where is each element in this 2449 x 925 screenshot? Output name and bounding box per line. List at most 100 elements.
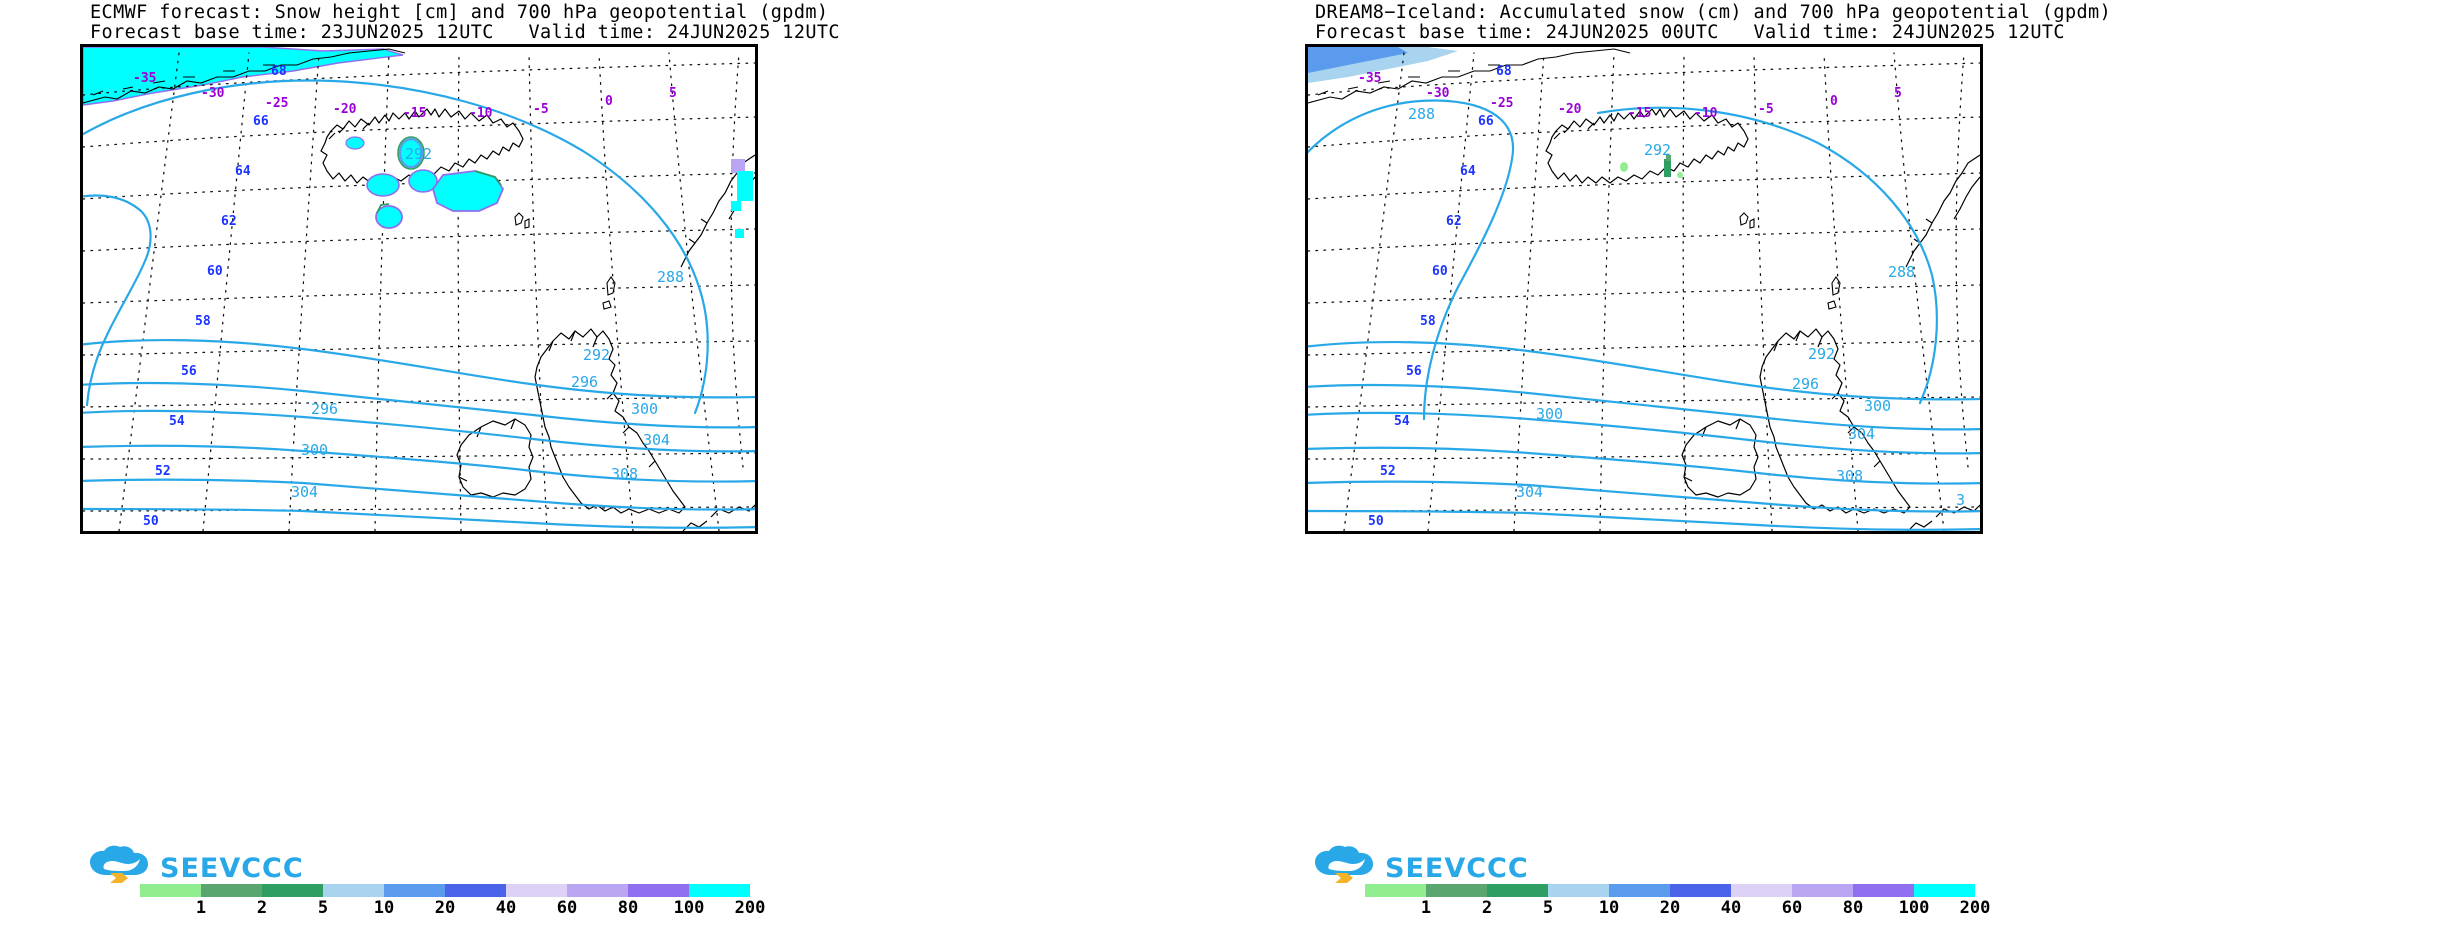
colorbar-tick-label: 20: [1659, 898, 1681, 918]
map-frame-dream8[interactable]: 288 292 288 292 296 300 300 304 304 308 …: [1305, 44, 1983, 534]
colorbar-ticks-left: 1 2 5 10 20 40 60 80 100 200: [140, 898, 765, 918]
map-canvas-ecmwf: 292 288 292 296 296 300 300 304 304 308 …: [83, 47, 755, 531]
svg-text:-15: -15: [1628, 106, 1651, 121]
svg-text:296: 296: [1792, 375, 1819, 393]
colorbar-tick-label: 10: [1598, 898, 1620, 918]
panel-title-line1-dream8: DREAM8−Iceland: Accumulated snow (cm) an…: [1315, 2, 2112, 23]
svg-text:300: 300: [631, 400, 658, 418]
colorbar-segment: [1487, 884, 1548, 897]
colorbar-segment: [506, 884, 567, 897]
svg-text:300: 300: [301, 441, 328, 459]
iceland-snow-fill: [345, 136, 505, 229]
svg-text:54: 54: [1394, 414, 1410, 429]
colorbar-tick-label: 5: [317, 898, 329, 918]
longitude-labels: -35 -30 -25 -20 -15 -10 -5 0 5: [1358, 71, 1902, 121]
panel-title-line2-dream8: Forecast base time: 24JUN2025 00UTC Vali…: [1315, 22, 2065, 43]
svg-text:304: 304: [643, 431, 670, 449]
svg-text:54: 54: [169, 414, 185, 429]
latitude-labels: 68 66 64 62 60 58 56 54 52 50: [1368, 64, 1512, 529]
iceland-coastline: [320, 108, 524, 184]
svg-text:292: 292: [583, 346, 610, 364]
ireland-coastline: [456, 418, 534, 498]
svg-text:60: 60: [1432, 264, 1448, 279]
svg-text:-5: -5: [533, 102, 549, 117]
cloud-icon: [1315, 845, 1373, 883]
svg-text:288: 288: [1888, 263, 1915, 281]
map-frame-ecmwf[interactable]: 292 288 292 296 296 300 300 304 304 308 …: [80, 44, 758, 534]
longitude-labels: -35 -30 -25 -20 -15 -10 -5 0 5: [133, 71, 677, 121]
greenland-snow-fill: [1308, 47, 1458, 83]
iceland-snow-fill: [1620, 155, 1683, 178]
svg-text:68: 68: [1496, 64, 1512, 79]
svg-text:300: 300: [1536, 405, 1563, 423]
contour-value-labels: 292 288 292 296 296 300 300 304 304 308: [291, 145, 684, 501]
svg-text:292: 292: [1644, 141, 1671, 159]
svg-text:-10: -10: [469, 106, 493, 121]
colorbar-ticks-right: 1 2 5 10 20 40 60 80 100 200: [1365, 898, 1990, 918]
svg-text:60: 60: [207, 264, 223, 279]
colorbar-tick-label: 80: [617, 898, 639, 918]
svg-text:-30: -30: [1426, 86, 1450, 101]
geopotential-contours: [1308, 99, 1980, 531]
colorbar-segment: [1426, 884, 1487, 897]
svg-text:304: 304: [1516, 483, 1543, 501]
greenland-snow-fill: [83, 47, 404, 106]
colorbar-tick-label: 2: [1481, 898, 1493, 918]
svg-text:308: 308: [1836, 467, 1863, 485]
svg-text:62: 62: [1446, 214, 1462, 229]
colorbar-segment: [1365, 884, 1426, 897]
colorbar-segment: [689, 884, 750, 897]
svg-text:-25: -25: [1490, 96, 1513, 111]
colorbar-right: 1 2 5 10 20 40 60 80 100 200: [1365, 884, 1990, 918]
svg-text:-10: -10: [1694, 106, 1718, 121]
colorbar-tick-label: 200: [1959, 898, 1991, 918]
svg-text:-15: -15: [403, 106, 426, 121]
seevccc-logo-text: SEEVCCC: [1385, 853, 1529, 884]
colorbar-segment: [567, 884, 628, 897]
colorbar-tick-label: 1: [195, 898, 207, 918]
greenland-coastline: [1308, 48, 1631, 104]
cloud-icon: [90, 845, 148, 883]
panel-title-block-ecmwf: ECMWF forecast: Snow height [cm] and 700…: [90, 3, 1210, 43]
contour-value-labels: 288 292 288 292 296 300 300 304 304 308 …: [1408, 105, 1965, 509]
svg-text:64: 64: [235, 164, 251, 179]
seevccc-logo-left: SEEVCCC: [88, 845, 348, 885]
svg-text:50: 50: [143, 514, 159, 529]
colorbar-tick-label: 10: [373, 898, 395, 918]
shetland-orkney-coastline: [602, 276, 616, 310]
svg-text:300: 300: [1864, 397, 1891, 415]
colorbar-segment: [201, 884, 262, 897]
svg-text:58: 58: [195, 314, 211, 329]
svg-text:0: 0: [1830, 94, 1838, 109]
svg-text:0: 0: [605, 94, 613, 109]
iceland-coastline: [1545, 108, 1749, 184]
colorbar-segment: [1548, 884, 1609, 897]
colorbar-tick-label: 40: [1720, 898, 1742, 918]
svg-text:304: 304: [1848, 425, 1875, 443]
graticule: [83, 52, 755, 531]
svg-text:66: 66: [253, 114, 269, 129]
colorbar-tick-label: 20: [434, 898, 456, 918]
great-britain-coastline: [534, 328, 686, 514]
colorbar-tick-label: 100: [1898, 898, 1930, 918]
panel-title-line2-ecmwf: Forecast base time: 23JUN2025 12UTC Vali…: [90, 22, 840, 43]
colorbar-segment: [1731, 884, 1792, 897]
seevccc-logo-right: SEEVCCC: [1313, 845, 1573, 885]
svg-text:68: 68: [271, 64, 287, 79]
panel-ecmwf: ECMWF forecast: Snow height [cm] and 700…: [0, 0, 1224, 925]
seevccc-logo-text: SEEVCCC: [160, 853, 304, 884]
panel-dream8: DREAM8−Iceland: Accumulated snow (cm) an…: [1225, 0, 2449, 925]
colorbar-tick-label: 100: [673, 898, 705, 918]
svg-text:5: 5: [1894, 86, 1902, 101]
colorbar-tick-label: 200: [734, 898, 766, 918]
graticule: [1308, 52, 1980, 531]
colorbar-segment: [262, 884, 323, 897]
svg-text:-25: -25: [265, 96, 288, 111]
svg-text:5: 5: [669, 86, 677, 101]
norway-snow-fill: [731, 159, 753, 238]
colorbar-segment: [140, 884, 201, 897]
colorbar-segment: [384, 884, 445, 897]
colorbar-segment: [1792, 884, 1853, 897]
svg-text:-35: -35: [133, 71, 156, 86]
